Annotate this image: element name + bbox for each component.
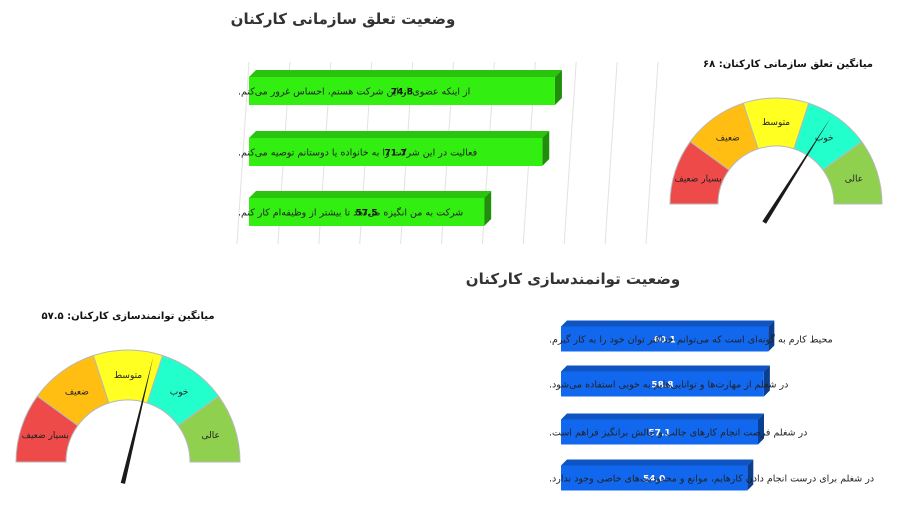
gauge-segment-label: خوب (815, 134, 834, 144)
bar-front-face (561, 371, 764, 397)
category-label: فعالیت در این شرکت را به خانواده یا دوست… (238, 148, 477, 159)
bar-front-face (561, 326, 769, 352)
bar-value-label: 58.8 (651, 381, 673, 391)
gridline (645, 61, 659, 245)
bar-1: 74.8از اینکه عضوی از این شرکت هستم، احسا… (238, 70, 562, 105)
gauge1-title: میانگین تعلق سازمانی کارکنان: ۶۸ (703, 57, 873, 70)
gauge-segment-5: عالی (177, 395, 241, 463)
bar-value-label: 71.7 (385, 149, 407, 159)
gridline (236, 61, 250, 245)
gauge-needle (120, 356, 154, 484)
bar-side-face (763, 365, 770, 397)
bar-3: 57.1در شغلم فرصت انجام کارهای جالب و چال… (549, 413, 807, 445)
bar-value-label: 74.8 (391, 88, 413, 98)
bar-top-face (249, 191, 492, 198)
chart1-title: وضعیت تعلق سازمانی کارکنان (231, 10, 456, 28)
bar-front-face (249, 77, 555, 105)
category-label: از اینکه عضوی از این شرکت هستم، احساس غر… (238, 87, 470, 98)
bar-value-label: 54.0 (643, 475, 665, 485)
bar-side-face (554, 70, 562, 105)
category-label: در شغلم از مهارت‌ها و توانایی‌هایم به خو… (549, 380, 788, 391)
bar-front-face (249, 198, 485, 226)
bar-side-face (757, 413, 764, 445)
gridline (563, 61, 577, 245)
chart-marks: 74.8از اینکه عضوی از این شرکت هستم، احسا… (15, 61, 883, 491)
gauge-segment-5: عالی (822, 140, 883, 205)
gauge-needle (762, 117, 831, 224)
gauge-segment-label: بسیار ضعیف (22, 431, 69, 441)
gauge-segment-label: متوسط (114, 371, 142, 381)
gauge2-title: میانگین توانمندسازی کارکنان: ۵۷.۵ (41, 309, 214, 322)
category-label: در شغلم فرصت انجام کارهای جالب و چالش بر… (549, 427, 807, 439)
bar-top-face (561, 459, 754, 466)
bar-front-face (561, 419, 758, 445)
gauge-segment-label: خوب (170, 388, 189, 398)
gauge-segment-label: ضعیف (716, 134, 740, 144)
bar-top-face (249, 70, 562, 77)
gauge-segment-label: عالی (845, 175, 863, 185)
bar-side-face (542, 131, 550, 166)
category-label: در شغلم برای درست انجام دادن کارهایم، مو… (549, 474, 874, 485)
bar-4: 54.0در شغلم برای درست انجام دادن کارهایم… (549, 459, 874, 491)
bar-top-face (249, 131, 550, 138)
chart2-title: وضعیت توانمندسازی کارکنان (466, 270, 680, 288)
bar-value-label: 57.1 (648, 429, 670, 439)
gauge-segment-label: عالی (202, 431, 220, 441)
category-label: شرکت به من انگیزه می‌دهد تا بیشتر از وظی… (238, 207, 463, 219)
bar-front-face (561, 465, 748, 491)
bar-top-face (561, 365, 770, 372)
gauge-segment-label: بسیار ضعیف (674, 175, 721, 185)
gauge-arc (822, 140, 883, 205)
bar-value-label: 57.5 (355, 209, 377, 219)
bar-side-face (768, 320, 775, 352)
bar-top-face (561, 413, 764, 420)
gauge-segment-label: متوسط (762, 118, 790, 128)
bar-top-face (561, 320, 775, 327)
bar-side-face (747, 459, 754, 491)
bar-side-face (484, 191, 492, 226)
category-label: محیط کارم به گونه‌ای است که می‌توانم حدا… (549, 334, 833, 346)
gauge-arc (177, 395, 241, 463)
gridline (604, 61, 618, 245)
bar-front-face (249, 138, 543, 166)
bar-value-label: 60.1 (654, 336, 676, 346)
bar-2: 58.8در شغلم از مهارت‌ها و توانایی‌هایم ب… (549, 365, 788, 397)
gauge-segment-label: ضعیف (65, 388, 89, 398)
